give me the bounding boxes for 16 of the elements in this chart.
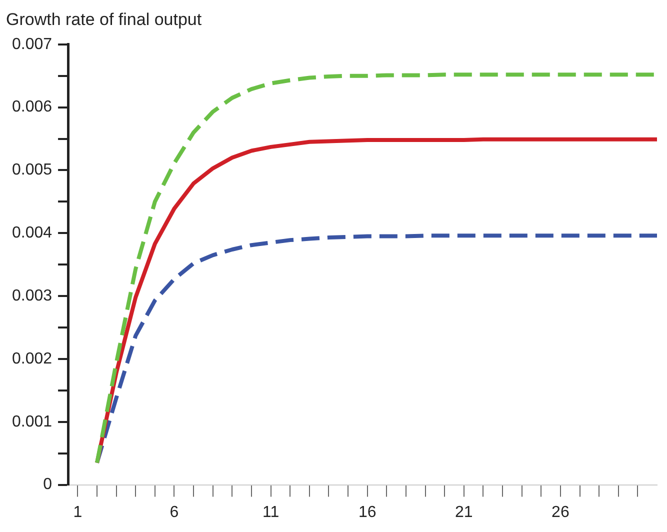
y-tick-label: 0.004: [12, 224, 52, 242]
x-tick-label: 16: [358, 504, 376, 521]
y-tick-label: 0.003: [12, 287, 52, 304]
x-tick-label: 21: [455, 504, 473, 521]
y-tick-label: 0.005: [12, 162, 52, 179]
x-tick-label: 11: [262, 504, 280, 521]
x-tick-label: 1: [73, 504, 82, 521]
chart-title: Growth rate of final output: [6, 10, 202, 29]
line-series: [95, 72, 657, 465]
x-tick-label: 26: [552, 504, 570, 521]
x-tick-label: 6: [170, 504, 179, 521]
y-tick-label: 0.006: [12, 98, 52, 116]
y-tick-label: 0.001: [12, 413, 52, 430]
y-tick-label: 0.002: [12, 350, 52, 368]
y-tick-label: 0.007: [12, 36, 52, 53]
y-tick-label: 0: [43, 476, 52, 494]
